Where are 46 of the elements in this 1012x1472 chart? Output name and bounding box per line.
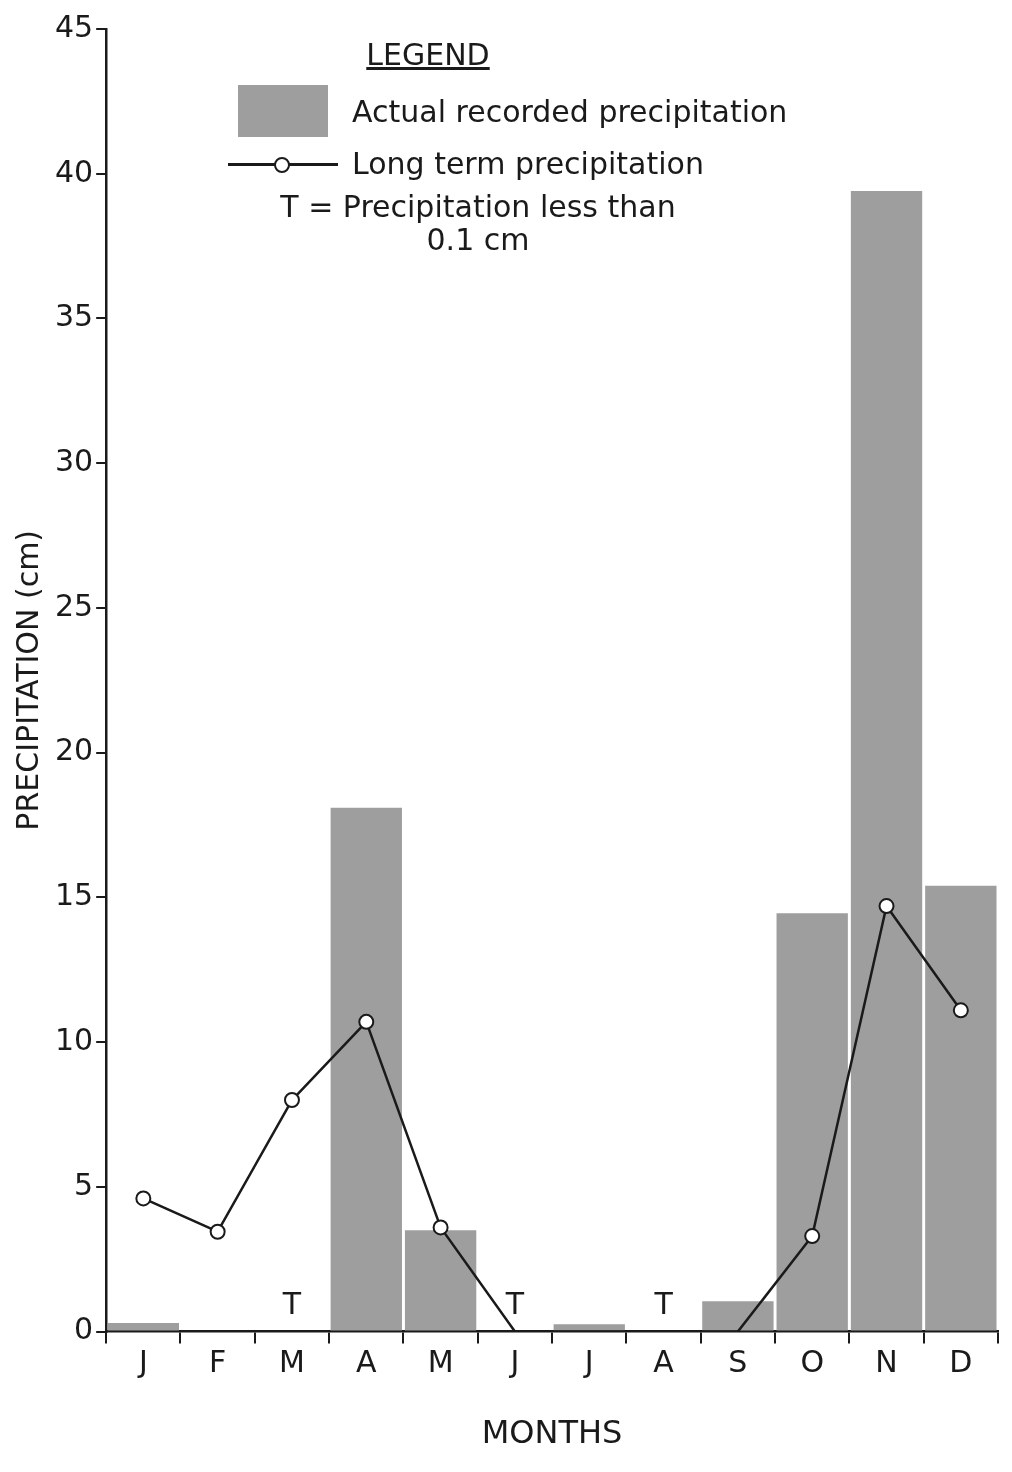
x-tick-label: A [356, 1344, 378, 1380]
x-tick-label: O [800, 1344, 825, 1380]
data-label: T [504, 1286, 525, 1322]
y-tick-label: 0 [74, 1311, 94, 1347]
x-axis-title: MONTHS [481, 1413, 623, 1452]
x-tick-label: A [653, 1344, 675, 1380]
point [209, 1223, 226, 1240]
y-tick-label: 25 [54, 587, 94, 623]
point [432, 1219, 449, 1236]
y-tick-label: 20 [54, 732, 94, 768]
point [878, 898, 895, 915]
legend-label: Long term precipitation [352, 146, 704, 181]
y-tick-label: 40 [54, 153, 94, 189]
x-tick-label: D [949, 1344, 973, 1380]
x-tick-label: J [136, 1344, 148, 1380]
point [358, 1013, 375, 1030]
point [135, 1190, 152, 1207]
x-tick-label: J [508, 1344, 520, 1380]
bar [925, 885, 997, 1331]
y-tick-label: 30 [54, 443, 94, 478]
x-tick-label: F [209, 1344, 227, 1380]
x-tick-label: M [427, 1344, 454, 1380]
legend-title: LEGEND [365, 37, 491, 72]
y-tick-label: 35 [54, 298, 94, 334]
annotation: T = Precipitation less than 0.1 cm [279, 189, 677, 257]
point [283, 1092, 300, 1109]
bar [107, 1322, 180, 1331]
x-tick-label: M [279, 1344, 305, 1380]
x-tick-label: S [728, 1344, 748, 1380]
point [804, 1228, 821, 1245]
bar [776, 913, 848, 1331]
legend-label: Actual recorded precipitation [352, 93, 788, 129]
x-tick-label: J [582, 1344, 594, 1380]
bar [702, 1301, 774, 1331]
y-axis-title: PRECIPITATION (cm) [9, 529, 45, 831]
point [952, 1002, 969, 1019]
bar [850, 191, 923, 1331]
y-tick-label: 5 [74, 1166, 94, 1202]
bar [404, 1230, 477, 1331]
y-tick-label: 10 [54, 1021, 94, 1057]
bar [330, 807, 402, 1331]
x-tick-label: N [875, 1344, 898, 1380]
y-tick-label: 45 [54, 8, 94, 44]
y-tick-label: 15 [54, 877, 94, 913]
data-label: T [653, 1286, 674, 1322]
data-label: T [281, 1286, 302, 1322]
